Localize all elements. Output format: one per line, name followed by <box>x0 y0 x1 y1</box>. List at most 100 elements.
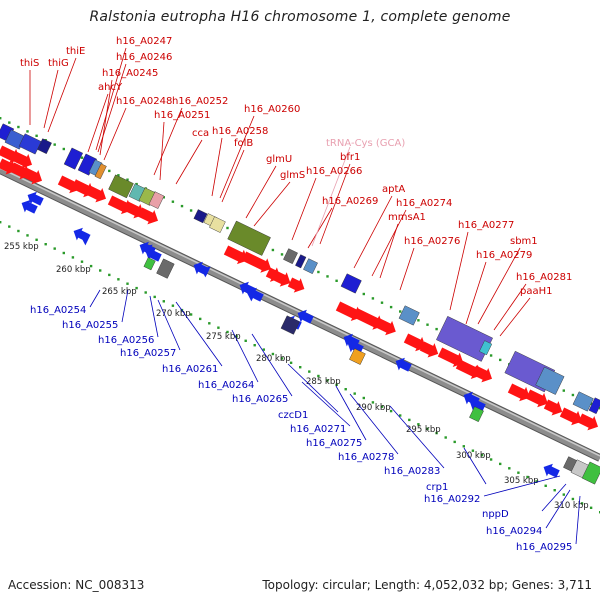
forward-gene-label: h16_A0260 <box>244 104 300 115</box>
scale-tick-label: 300 kbp <box>456 451 491 461</box>
reverse-gene-label: h16_A0292 <box>424 494 480 505</box>
forward-gene-label: cca <box>192 128 209 139</box>
cog-box <box>535 366 565 395</box>
inner-track-dot <box>371 401 375 404</box>
outer-track-dot <box>335 279 338 282</box>
inner-track-dot <box>26 234 29 237</box>
forward-leader-line <box>175 139 203 185</box>
reverse-gene-arrow <box>543 463 560 478</box>
outer-track-dot <box>426 323 429 326</box>
inner-track-dot <box>389 409 393 413</box>
outer-track-dot <box>162 196 165 199</box>
scale-tick-label: 280 kbp <box>256 354 291 364</box>
reverse-leader-line <box>575 495 581 545</box>
reverse-gene-label: h16_A0257 <box>120 348 176 359</box>
forward-gene-label: h16_A0277 <box>458 220 514 231</box>
forward-leader-line <box>95 47 127 151</box>
forward-gene-arrow <box>287 277 305 293</box>
cog-box <box>227 220 271 256</box>
outer-track-dot <box>180 204 184 208</box>
inner-track-dot <box>126 282 129 285</box>
forward-gene-arrow <box>137 207 159 225</box>
inner-track-dot <box>553 489 556 492</box>
inner-track-dot <box>353 392 356 395</box>
inner-track-dot <box>235 335 238 338</box>
inner-track-dot <box>399 414 402 417</box>
reverse-gene-label: h16_A0295 <box>516 542 572 553</box>
outer-track-dot <box>489 354 493 357</box>
reverse-gene-arrowhead <box>142 244 153 256</box>
outer-track-dot <box>117 174 120 177</box>
inner-track-dot <box>144 291 147 294</box>
scale-ticks: 255 kbp 260 kbp 265 kbp 270 kbp 275 kbp 280 k… <box>4 242 589 511</box>
inner-track-dot <box>53 247 56 250</box>
forward-gene-label: bfr1 <box>340 152 360 163</box>
forward-gene-label: h16_A0246 <box>116 52 172 63</box>
outer-track-dot <box>26 130 29 133</box>
inner-track-dot <box>153 295 156 299</box>
inner-track-dot <box>408 418 411 422</box>
scale-tick-label: 285 kbp <box>306 377 341 387</box>
outer-track-dot <box>571 393 575 397</box>
reverse-gene-label: h16_A0283 <box>384 466 440 477</box>
trna-label: tRNA-Cys (GCA) <box>326 138 405 149</box>
reverse-gene-label: h16_A0271 <box>290 424 346 435</box>
outer-track-dot <box>0 117 2 120</box>
reverse-leader-line <box>541 483 567 512</box>
reverse-leader-line <box>287 363 339 413</box>
forward-gene-label: ahcY <box>98 82 123 93</box>
inner-track-dot <box>462 445 465 448</box>
scale-tick-label: 265 kbp <box>102 287 137 297</box>
cog-category-boxes <box>0 123 600 485</box>
outer-track-dot <box>17 125 20 129</box>
scale-tick-label: 310 kbp <box>554 501 589 511</box>
cog-box <box>469 406 484 423</box>
forward-leader-line <box>379 223 399 279</box>
forward-gene-arrow <box>543 399 563 416</box>
reverse-gene-arrow <box>347 339 364 354</box>
forward-gene-arrow <box>21 167 43 185</box>
reverse-leader-line <box>483 475 561 497</box>
cog-box <box>398 305 420 326</box>
forward-gene-label: h16_A0252 <box>172 96 228 107</box>
forward-leader-line <box>103 107 127 161</box>
outer-track-dot <box>126 178 129 181</box>
forward-gene-arrow <box>507 383 530 402</box>
scale-tick-label: 295 kbp <box>406 425 441 435</box>
inner-track-dot <box>135 286 138 290</box>
outer-track-dot <box>271 248 275 252</box>
inner-track-dot <box>0 221 2 224</box>
reverse-leader-line <box>251 333 293 397</box>
forward-gene-arrow <box>223 245 248 265</box>
forward-leader-line <box>87 93 109 153</box>
outer-track-dot <box>326 275 329 278</box>
forward-leader-line <box>307 207 333 249</box>
inner-track-dot <box>44 243 47 246</box>
inner-track-dot <box>544 484 547 487</box>
cog-box <box>209 216 226 233</box>
outer-track-dot <box>8 121 11 124</box>
reverse-gene-arrowhead <box>200 266 211 278</box>
inner-track-dot <box>589 506 593 509</box>
inner-track-dot <box>580 502 584 505</box>
inner-track-dot <box>571 497 575 501</box>
outer-track-dot <box>562 389 565 392</box>
inner-track-dot <box>17 229 20 233</box>
scale-tick-label: 275 kbp <box>206 332 241 342</box>
forward-gene-label: h16_A0258 <box>212 126 268 137</box>
reverse-gene-arrowhead <box>80 234 91 246</box>
outer-track-dot <box>317 270 320 274</box>
forward-gene-arrow <box>403 333 426 352</box>
cog-box <box>37 138 52 155</box>
forward-gene-label: thiS <box>20 58 39 69</box>
inner-track-dot <box>317 374 320 378</box>
forward-leader-line <box>47 57 77 133</box>
inner-track-dot <box>99 269 102 272</box>
inner-track-dot <box>171 304 175 307</box>
reverse-leader-line <box>121 289 129 323</box>
inner-track-dot <box>117 278 120 281</box>
forward-gene-label: glmU <box>266 154 292 165</box>
inner-track-dot <box>380 405 384 408</box>
outer-track-dot <box>380 301 384 304</box>
